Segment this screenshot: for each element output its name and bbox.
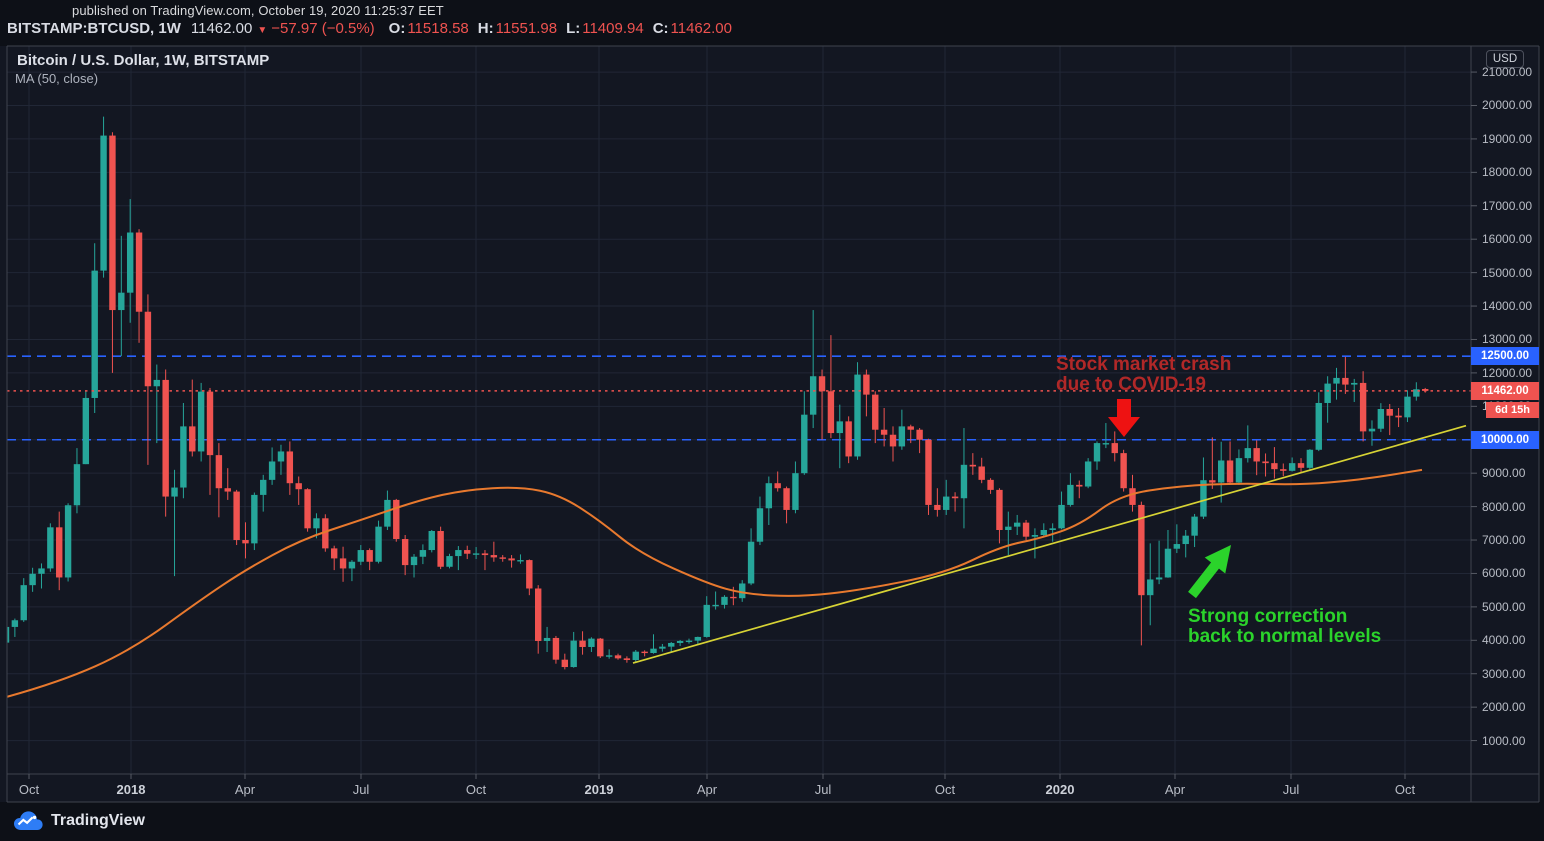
price-level-badge-10000: 10000.00 bbox=[1471, 430, 1539, 449]
last-price: 11462.00 bbox=[190, 20, 253, 37]
annotation-covid-crash[interactable]: Stock market crash due to COVID-19 bbox=[1056, 355, 1231, 394]
time-tick-label: Jul bbox=[1282, 782, 1300, 797]
price-tick-label: 17000.00 bbox=[1482, 198, 1533, 213]
time-tick-label: Oct bbox=[1394, 782, 1416, 797]
bar-countdown-badge: 6d 15h bbox=[1486, 401, 1539, 418]
tradingview-logo[interactable]: TradingView bbox=[13, 810, 145, 832]
price-tick-label: 13000.00 bbox=[1482, 332, 1533, 347]
time-tick-label: 2018 bbox=[116, 782, 146, 797]
price-tick-label: 8000.00 bbox=[1482, 499, 1526, 514]
high-value: 11551.98 bbox=[495, 20, 558, 37]
price-tick-label: 9000.00 bbox=[1482, 466, 1526, 481]
chart-title[interactable]: Bitcoin / U.S. Dollar, 1W, BITSTAMP bbox=[17, 52, 270, 69]
annotation-correction[interactable]: Strong correction back to normal levels bbox=[1188, 607, 1381, 646]
price-tick-label: 21000.00 bbox=[1482, 65, 1533, 80]
price-tick-label: 15000.00 bbox=[1482, 265, 1533, 280]
price-tick-label: 5000.00 bbox=[1482, 599, 1526, 614]
annotation-correction-line1: Strong correction bbox=[1188, 606, 1348, 627]
open-label: O: bbox=[388, 20, 406, 37]
low-label: L: bbox=[566, 20, 581, 37]
price-change: −57.97 (−0.5%) bbox=[271, 20, 375, 37]
time-tick-label: Jul bbox=[814, 782, 832, 797]
high-label: H: bbox=[477, 20, 494, 37]
time-tick-label: Apr bbox=[1164, 782, 1186, 797]
price-tick-label: 18000.00 bbox=[1482, 165, 1533, 180]
annotation-covid-line1: Stock market crash bbox=[1056, 354, 1232, 375]
open-value: 11518.58 bbox=[407, 20, 469, 37]
tradingview-cloud-icon bbox=[14, 811, 43, 830]
price-tick-label: 14000.00 bbox=[1482, 299, 1533, 314]
time-tick-label: Oct bbox=[465, 782, 487, 797]
low-value: 11409.94 bbox=[582, 20, 644, 37]
close-label: C: bbox=[652, 20, 669, 37]
price-tick-label: 7000.00 bbox=[1482, 533, 1526, 548]
close-value: 11462.00 bbox=[670, 20, 732, 37]
time-tick-label: Oct bbox=[934, 782, 956, 797]
time-tick-label: Jul bbox=[352, 782, 370, 797]
tradingview-logo-text: TradingView bbox=[51, 812, 145, 829]
price-tick-label: 4000.00 bbox=[1482, 633, 1526, 648]
price-tick-label: 16000.00 bbox=[1482, 232, 1533, 247]
annotation-correction-line2: back to normal levels bbox=[1188, 625, 1382, 647]
price-level-badge-12500: 12500.00 bbox=[1471, 347, 1539, 366]
price-tick-label: 1000.00 bbox=[1482, 733, 1526, 748]
price-tick-label: 3000.00 bbox=[1482, 666, 1526, 681]
published-bar: published on TradingView.com, October 19… bbox=[72, 3, 444, 18]
symbol-info-bar: BITSTAMP:BTCUSD, 1W 11462.00 ▼ −57.97 (−… bbox=[7, 20, 741, 37]
price-tick-label: 19000.00 bbox=[1482, 131, 1533, 146]
currency-toggle-button[interactable]: USD bbox=[1486, 50, 1524, 68]
price-tick-label: 12000.00 bbox=[1482, 365, 1533, 380]
price-tick-label: 6000.00 bbox=[1482, 566, 1526, 581]
time-tick-label: Oct bbox=[18, 782, 40, 797]
down-triangle-icon: ▼ bbox=[257, 25, 268, 36]
indicator-label[interactable]: MA (50, close) bbox=[15, 71, 99, 86]
time-tick-label: Apr bbox=[234, 782, 256, 797]
last-price-badge: 11462.00 bbox=[1471, 381, 1539, 400]
time-tick-label: Apr bbox=[696, 782, 718, 797]
time-tick-label: 2019 bbox=[584, 782, 614, 797]
price-tick-label: 20000.00 bbox=[1482, 98, 1533, 113]
time-tick-label: 2020 bbox=[1045, 782, 1075, 797]
symbol-name[interactable]: BITSTAMP:BTCUSD, 1W bbox=[7, 20, 181, 37]
annotation-covid-line2: due to COVID-19 bbox=[1056, 373, 1206, 395]
price-tick-label: 2000.00 bbox=[1482, 700, 1526, 715]
